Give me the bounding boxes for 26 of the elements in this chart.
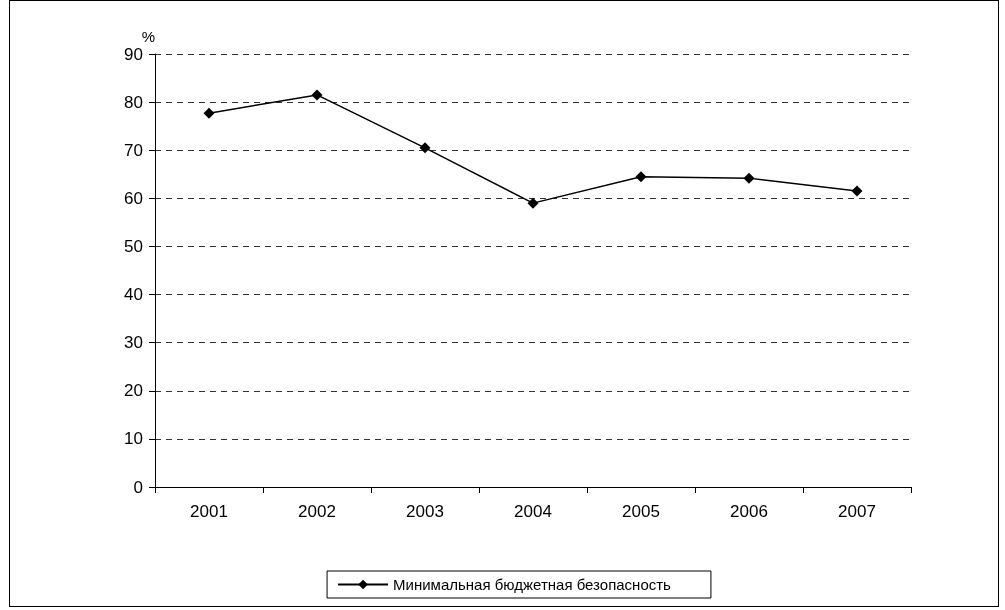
point — [635, 171, 647, 183]
y-tick-label: 10 — [124, 429, 143, 449]
point — [203, 107, 215, 119]
x-tick-label: 2007 — [838, 502, 876, 521]
x-tick-label: 2001 — [190, 502, 228, 521]
y-tick-label: 0 — [133, 477, 143, 497]
point — [311, 89, 323, 101]
point — [419, 142, 431, 154]
legend-label: Минимальная бюджетная безопасность — [393, 576, 672, 593]
x-tick-label: 2002 — [298, 502, 336, 521]
y-tick-label: 70 — [124, 140, 143, 160]
y-tick-label: 60 — [124, 188, 143, 208]
y-tick-label: 90 — [124, 44, 143, 64]
x-tick-label: 2004 — [514, 502, 552, 521]
point — [743, 172, 755, 184]
y-tick-label: 50 — [124, 236, 143, 256]
y-tick-label: 20 — [124, 381, 143, 401]
y-tick-label: 30 — [124, 333, 143, 353]
x-tick-label: 2006 — [730, 502, 768, 521]
point — [527, 197, 539, 209]
y-axis-title: % — [141, 28, 155, 45]
point — [851, 185, 863, 197]
y-tick-label: 40 — [124, 285, 143, 305]
x-tick-label: 2005 — [622, 502, 660, 521]
x-tick-label: 2003 — [406, 502, 444, 521]
y-tick-label: 80 — [124, 92, 143, 112]
